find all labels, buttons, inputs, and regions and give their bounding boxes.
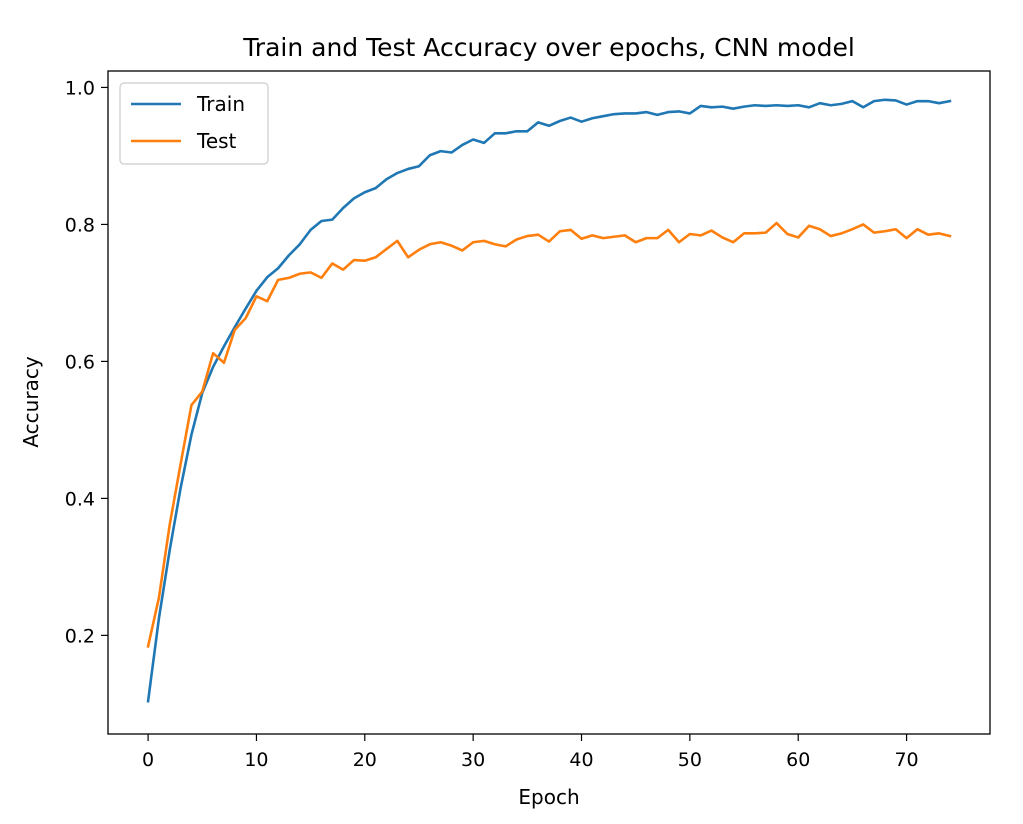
- series-line-test: [146, 221, 952, 648]
- chart-title: Train and Test Accuracy over epochs, CNN…: [242, 33, 855, 62]
- x-tick-label: 50: [678, 749, 702, 771]
- legend: Train Test: [119, 82, 269, 165]
- x-tick-label: 10: [244, 749, 268, 771]
- y-tick-label: 0.6: [65, 351, 95, 373]
- x-tick-label: 40: [569, 749, 593, 771]
- x-axis-label: Epoch: [518, 785, 579, 809]
- series-line-train: [146, 98, 952, 703]
- y-tick-label: 0.8: [65, 214, 95, 236]
- x-tick-label: 30: [461, 749, 485, 771]
- legend-box: [119, 82, 269, 165]
- y-tick-label: 0.2: [65, 625, 95, 647]
- y-axis-label: Accuracy: [19, 356, 43, 447]
- x-tick-label: 60: [786, 749, 810, 771]
- series-layer: [146, 98, 952, 703]
- x-tick-label: 70: [894, 749, 918, 771]
- y-tick-label: 0.4: [65, 488, 95, 510]
- y-axis: 0.2 0.4 0.6 0.8 1.0: [65, 77, 108, 647]
- x-tick-label: 0: [142, 749, 154, 771]
- x-tick-label: 20: [353, 749, 377, 771]
- legend-label-train: Train: [196, 92, 245, 116]
- x-axis: 0 10 20 30 40 50 60 70: [142, 734, 919, 771]
- legend-label-test: Test: [196, 129, 237, 153]
- y-tick-label: 1.0: [65, 77, 95, 99]
- plot-area-frame: [107, 70, 991, 735]
